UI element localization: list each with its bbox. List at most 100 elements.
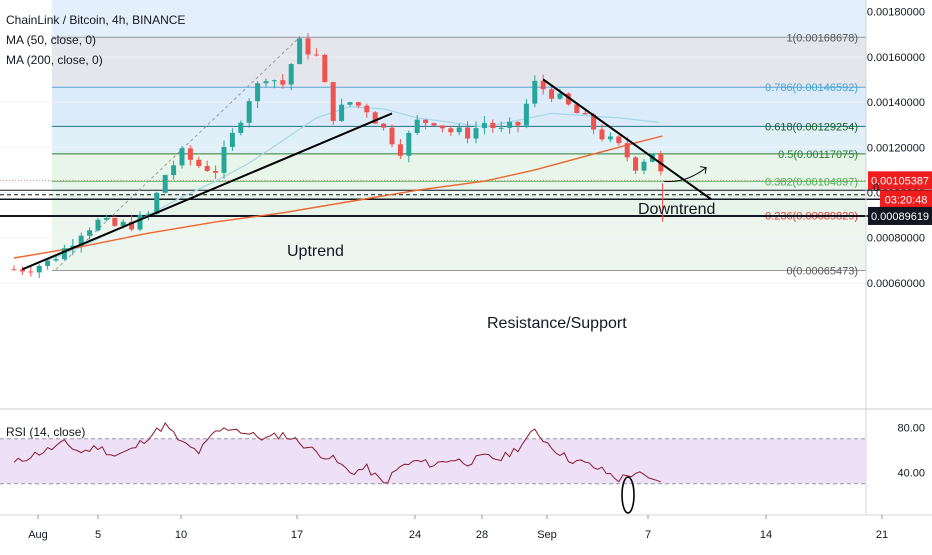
candle-body bbox=[246, 101, 252, 123]
candle-body bbox=[11, 269, 17, 271]
rsi-axis-tick: 40.00 bbox=[897, 468, 925, 480]
candle-body bbox=[204, 166, 210, 171]
fib-anchor-line bbox=[55, 36, 300, 270]
ma50-legend: MA (50, close, 0) bbox=[6, 33, 97, 47]
uptrend-line bbox=[22, 112, 393, 271]
fib-zone bbox=[52, 37, 866, 88]
candle-body bbox=[364, 105, 370, 113]
candle-body bbox=[641, 161, 647, 171]
ma200-line bbox=[13, 135, 663, 259]
candle-body bbox=[498, 127, 504, 129]
candle-body bbox=[263, 81, 269, 84]
candle-body bbox=[423, 119, 429, 124]
candle-body bbox=[616, 136, 622, 144]
candle-body bbox=[481, 122, 487, 129]
candle-body bbox=[87, 230, 93, 236]
candle-body bbox=[633, 157, 639, 171]
candle-body bbox=[355, 102, 361, 106]
candle-body bbox=[339, 104, 345, 121]
candle-body bbox=[179, 148, 185, 166]
time-axis-tick: 10 bbox=[175, 529, 187, 541]
price-axis-tick: 0.00080000 bbox=[867, 233, 925, 245]
candle-body bbox=[397, 144, 403, 156]
candle-body bbox=[465, 127, 471, 139]
level-badge-label: 0.00089619 bbox=[871, 211, 929, 223]
candle-body bbox=[490, 122, 496, 129]
candle-body bbox=[196, 159, 202, 167]
candle-body bbox=[414, 119, 420, 133]
candle-body bbox=[456, 127, 462, 133]
candle-body bbox=[187, 148, 193, 160]
rsi-band bbox=[0, 438, 866, 484]
candle-body bbox=[129, 221, 135, 230]
price-axis-tick: 0.00160000 bbox=[867, 52, 925, 64]
candle-body bbox=[439, 125, 445, 129]
candle-body bbox=[120, 221, 126, 226]
price-axis-tick: 0.00180000 bbox=[867, 7, 925, 19]
candle-body bbox=[255, 83, 261, 102]
time-axis-tick: 14 bbox=[760, 529, 772, 541]
rsi-line bbox=[13, 422, 661, 484]
candle-body bbox=[313, 54, 319, 56]
candle-body bbox=[372, 112, 378, 124]
candle-body bbox=[523, 103, 529, 126]
candle-body bbox=[515, 121, 521, 126]
candle-body bbox=[78, 235, 84, 246]
candle-body bbox=[280, 80, 286, 85]
candle-body bbox=[607, 136, 613, 140]
fib-level-label: 0.786(0.00146592) bbox=[765, 82, 858, 94]
time-axis-tick: Sep bbox=[537, 529, 557, 541]
candle-body bbox=[288, 64, 294, 85]
fib-zone bbox=[52, 181, 866, 216]
time-axis-tick: 24 bbox=[409, 529, 421, 541]
candle-body bbox=[221, 147, 227, 173]
candle-body bbox=[507, 121, 513, 128]
ma200-legend: MA (200, close, 0) bbox=[6, 53, 103, 67]
price-axis-tick: 0.00140000 bbox=[867, 97, 925, 109]
rsi-legend: RSI (14, close) bbox=[6, 425, 86, 439]
bounce-arrow-head bbox=[700, 166, 707, 174]
time-axis-tick: 21 bbox=[876, 529, 888, 541]
time-axis-tick: 5 bbox=[95, 529, 101, 541]
candle-body bbox=[565, 93, 571, 105]
candle-body bbox=[171, 165, 177, 176]
fib-zone bbox=[52, 215, 866, 271]
rsi-axis-tick: 80.00 bbox=[897, 423, 925, 435]
candle-body bbox=[36, 265, 42, 273]
fib-zone bbox=[52, 87, 866, 127]
candle-body bbox=[145, 213, 151, 215]
fib-level-label: 0.5(0.00117075) bbox=[778, 149, 858, 161]
time-axis-tick: 7 bbox=[645, 529, 651, 541]
candle-body bbox=[473, 128, 479, 139]
candle-body bbox=[45, 260, 51, 266]
candle-body bbox=[624, 143, 630, 158]
candle-body bbox=[549, 89, 555, 99]
candle-body bbox=[19, 269, 25, 272]
countdown-label: 03:20:48 bbox=[885, 194, 928, 206]
bounce-arrow bbox=[664, 167, 707, 182]
candle-body bbox=[213, 170, 219, 173]
candle-body bbox=[305, 38, 311, 55]
candle-body bbox=[70, 245, 76, 249]
fib-zone-top bbox=[52, 0, 866, 38]
candle-body bbox=[330, 82, 336, 121]
level-badge bbox=[868, 206, 932, 225]
fib-level-label: 0(0.00065473) bbox=[786, 266, 858, 278]
time-axis-tick: 28 bbox=[476, 529, 488, 541]
candle-body bbox=[95, 219, 101, 231]
candle-body bbox=[431, 123, 437, 126]
candle-body bbox=[61, 248, 67, 260]
candle-body bbox=[591, 114, 597, 130]
price-axis-tick: 0.00120000 bbox=[867, 142, 925, 154]
candle-body bbox=[448, 128, 454, 133]
candle-body bbox=[53, 259, 59, 261]
time-axis-tick: Aug bbox=[28, 529, 48, 541]
symbol-title: ChainLink / Bitcoin, 4h, BINANCE bbox=[6, 13, 186, 27]
fib-level-label: 0.382(0.00104897) bbox=[765, 176, 858, 188]
candle-body bbox=[154, 192, 160, 214]
candle-body bbox=[238, 122, 244, 133]
truncated-axis-label: 0 bbox=[873, 182, 879, 194]
candle-body bbox=[582, 113, 588, 115]
candle-body bbox=[389, 127, 395, 145]
